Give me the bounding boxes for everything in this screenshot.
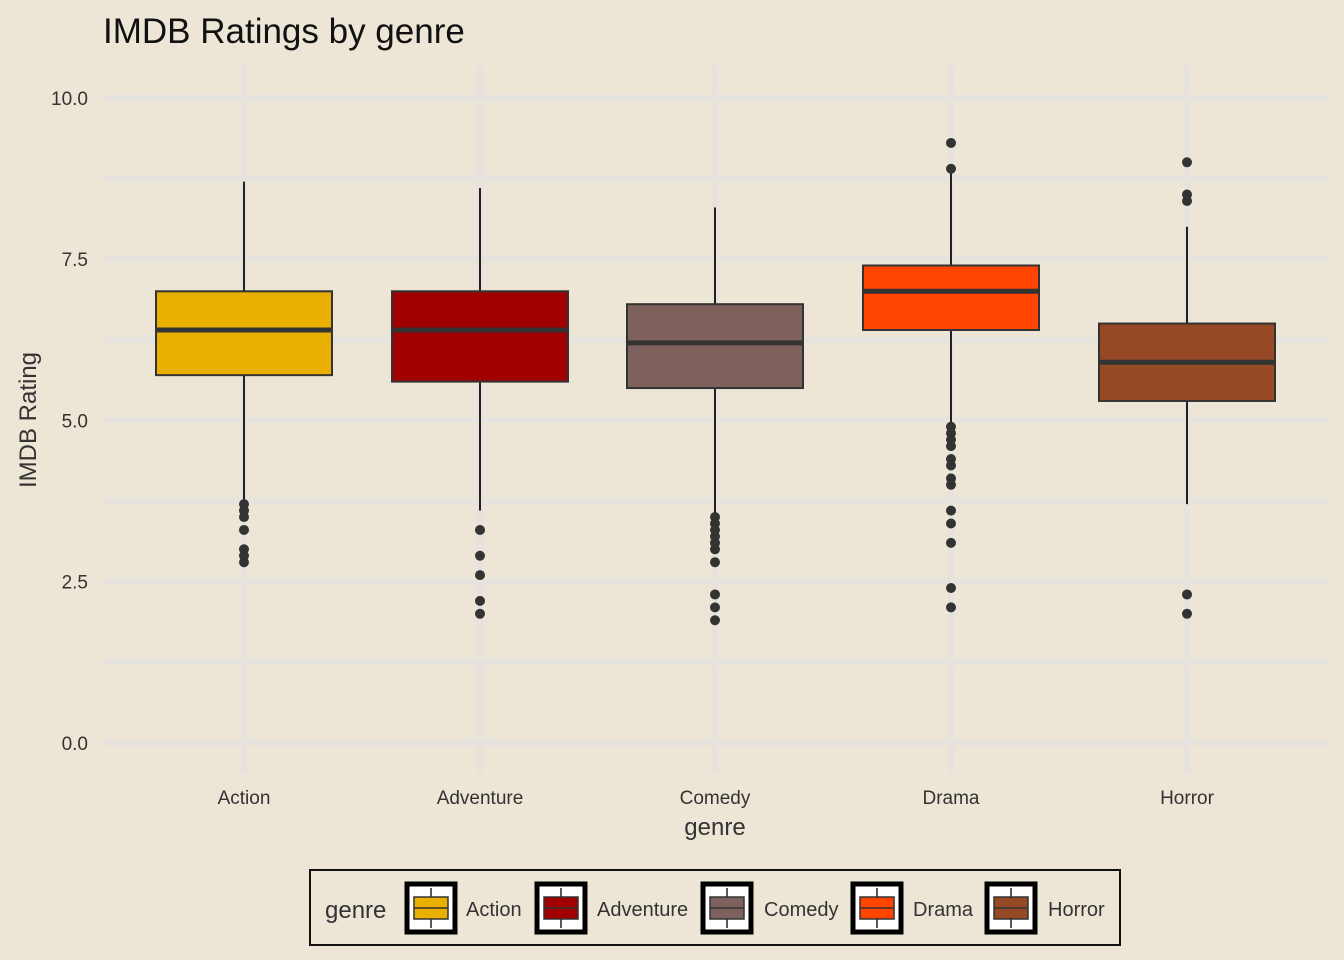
legend-label: Horror bbox=[1048, 899, 1105, 921]
outlier-point bbox=[946, 518, 956, 529]
boxplots bbox=[155, 137, 1276, 626]
outlier-point bbox=[946, 460, 956, 471]
outlier-point bbox=[946, 602, 956, 613]
outlier-point bbox=[475, 595, 485, 606]
legend-item-drama: Drama bbox=[850, 881, 974, 935]
boxplot-drama bbox=[862, 137, 1040, 613]
outlier-point bbox=[239, 524, 249, 535]
legend-label: Adventure bbox=[597, 899, 688, 921]
legend-label: Action bbox=[466, 899, 522, 921]
legend-item-adventure: Adventure bbox=[534, 881, 688, 935]
boxplot-horror bbox=[1098, 157, 1276, 619]
outlier-point bbox=[239, 557, 249, 568]
y-tick-label: 7.5 bbox=[62, 250, 88, 271]
outlier-point bbox=[475, 524, 485, 535]
legend-title: genre bbox=[325, 897, 386, 924]
legend-border bbox=[309, 869, 1121, 946]
chart-title: IMDB Ratings by genre bbox=[103, 12, 465, 51]
legend-label: Comedy bbox=[764, 899, 838, 921]
outlier-point bbox=[710, 602, 720, 613]
outlier-point bbox=[1182, 608, 1192, 619]
outlier-point bbox=[1182, 196, 1192, 206]
box bbox=[626, 303, 804, 390]
outlier-point bbox=[475, 570, 485, 581]
boxplot-adventure bbox=[391, 188, 569, 619]
outlier-point bbox=[946, 583, 956, 593]
outlier-point bbox=[1182, 589, 1192, 600]
legend: genre Action Adventure Comedy Drama Horror bbox=[309, 869, 1121, 946]
x-tick-labels: Action Adventure Comedy Drama Horror bbox=[218, 788, 1215, 809]
x-tick-label: Comedy bbox=[680, 788, 751, 809]
outlier-point bbox=[710, 544, 720, 555]
outlier-point bbox=[710, 589, 720, 600]
x-tick-label: Drama bbox=[922, 788, 979, 809]
y-axis-title: IMDB Rating bbox=[15, 352, 42, 488]
outlier-point bbox=[946, 505, 956, 516]
boxplot-comedy bbox=[626, 207, 804, 626]
y-tick-label: 5.0 bbox=[62, 411, 88, 432]
outlier-point bbox=[710, 557, 720, 568]
legend-item-horror: Horror bbox=[984, 881, 1105, 935]
legend-item-comedy: Comedy bbox=[700, 881, 838, 935]
boxplot-action bbox=[155, 181, 333, 568]
box bbox=[391, 290, 569, 383]
x-tick-label: Horror bbox=[1160, 788, 1215, 809]
outlier-point bbox=[1182, 157, 1192, 168]
outlier-point bbox=[946, 163, 956, 174]
y-tick-labels: 0.0 2.5 5.0 7.5 10.0 bbox=[51, 89, 88, 755]
outlier-point bbox=[239, 512, 249, 523]
y-tick-label: 10.0 bbox=[51, 89, 88, 110]
x-tick-label: Action bbox=[218, 788, 271, 809]
x-axis-title: genre bbox=[684, 814, 745, 841]
box bbox=[155, 290, 333, 377]
x-tick-label: Adventure bbox=[437, 788, 524, 809]
box bbox=[862, 264, 1040, 331]
y-tick-label: 0.0 bbox=[62, 734, 88, 755]
legend-label: Drama bbox=[913, 899, 974, 921]
y-tick-label: 2.5 bbox=[62, 573, 88, 594]
outlier-point bbox=[475, 550, 485, 561]
outlier-point bbox=[946, 441, 956, 452]
legend-item-action: Action bbox=[404, 881, 522, 935]
outlier-point bbox=[710, 615, 720, 626]
outlier-point bbox=[475, 608, 485, 619]
outlier-point bbox=[946, 479, 956, 490]
outlier-point bbox=[946, 137, 956, 148]
outlier-point bbox=[946, 537, 956, 548]
